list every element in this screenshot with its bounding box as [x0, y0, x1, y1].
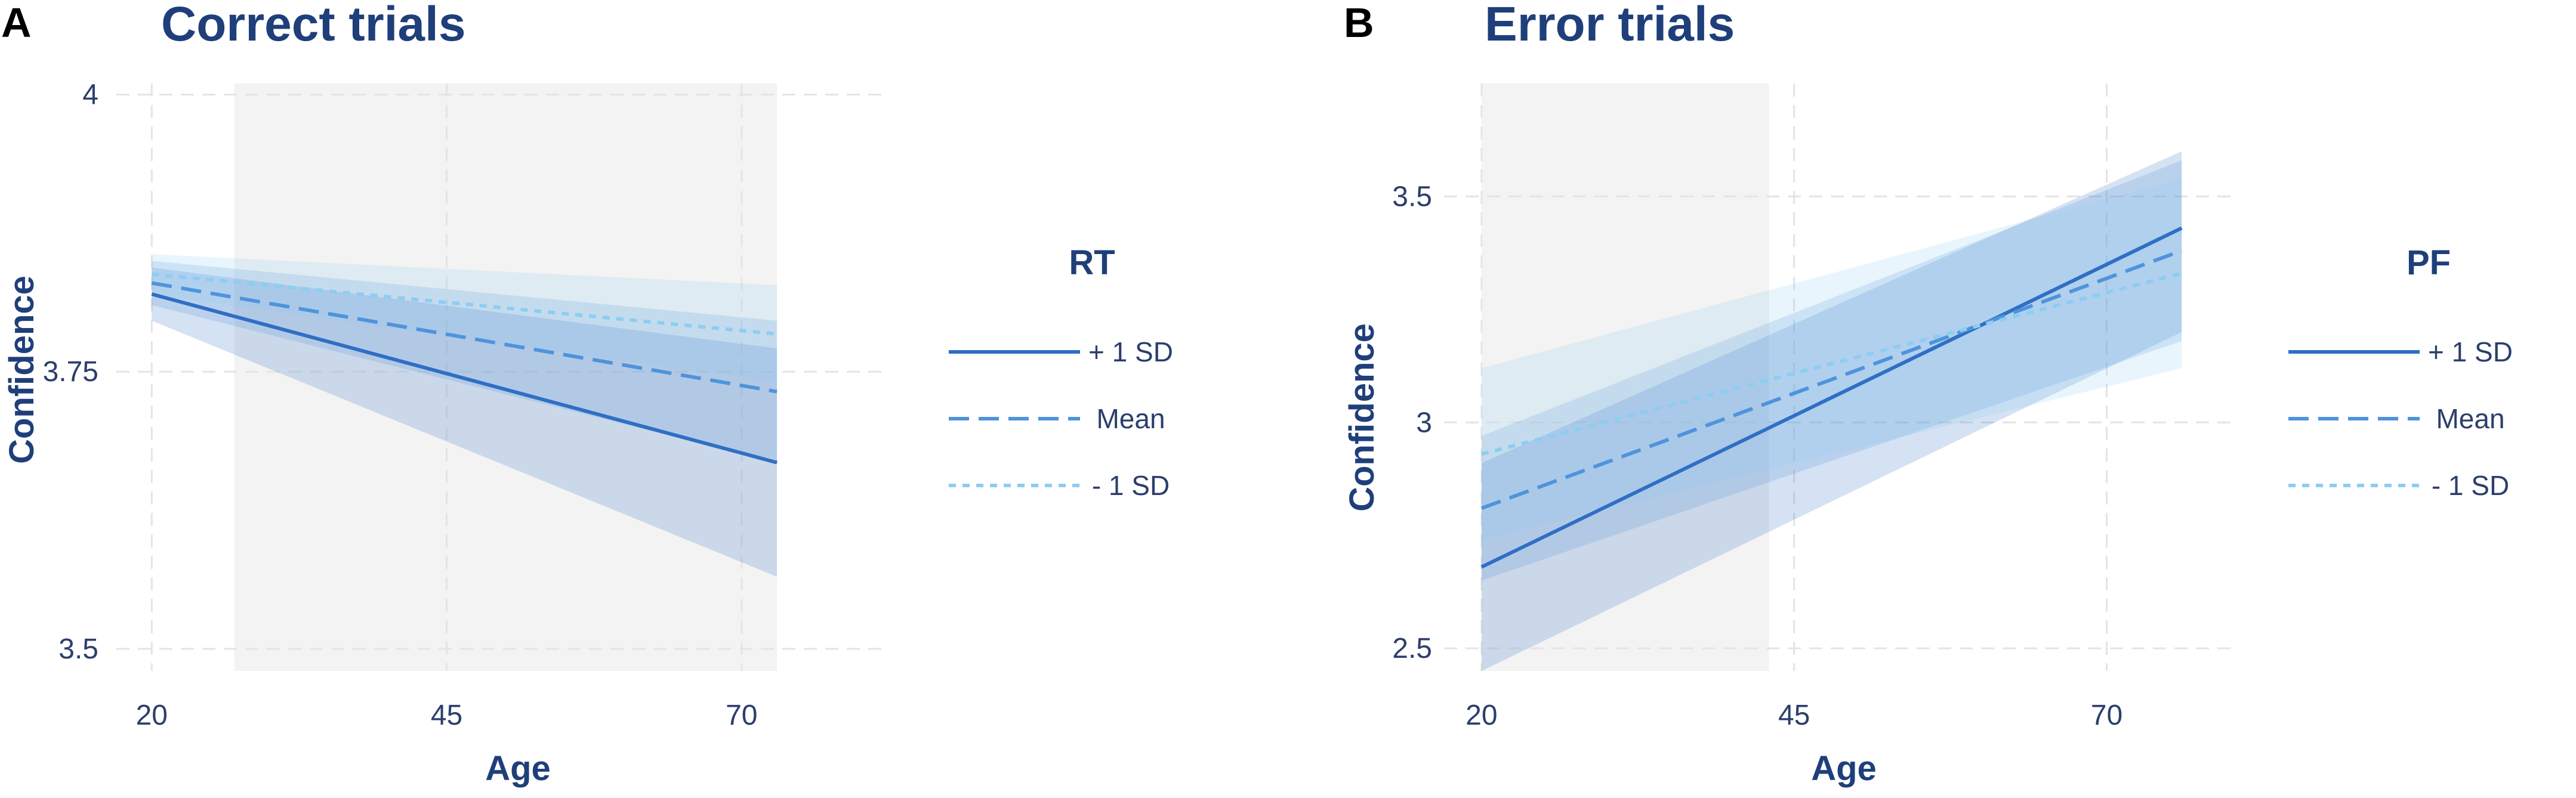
x-axis-label-a: Age	[485, 749, 551, 788]
x-axis-label-b: Age	[1811, 749, 1877, 788]
panel-b: B Error trials 20 45 70 2.5 3 3.5 Age Confide…	[1343, 0, 2513, 788]
legend-label-a-2: - 1 SD	[1092, 470, 1170, 501]
x-tick-label-b-0: 20	[1466, 700, 1497, 731]
legend-b: + 1 SD Mean - 1 SD	[2288, 336, 2513, 501]
plot-area-a: 20 45 70 3.5 3.75 4	[43, 79, 883, 731]
y-tick-label-a-0: 3.5	[58, 633, 98, 665]
ci-band-b-0	[1481, 151, 2182, 672]
chart-title-b: Error trials	[1485, 0, 1735, 51]
panel-a: A Correct trials 20 45 70 3.5 3.75 4 Age Conf…	[1, 0, 1173, 788]
x-tick-label-a-1: 45	[431, 700, 462, 731]
y-tick-label-a-2: 4	[82, 79, 98, 111]
y-axis-label-a: Confidence	[2, 276, 41, 464]
legend-label-b-2: - 1 SD	[2432, 470, 2509, 501]
ci-band-b-1	[1481, 160, 2182, 581]
legend-label-a-0: + 1 SD	[1088, 336, 1173, 367]
series-line-b-0	[1480, 226, 2183, 569]
y-tick-label-a-1: 3.75	[43, 356, 98, 388]
series-line-a-1	[151, 281, 778, 394]
series-line-b-2	[1481, 271, 2182, 456]
ci-band-a-0	[152, 267, 778, 577]
panel-label-b: B	[1344, 0, 1374, 46]
legend-label-a-1: Mean	[1096, 403, 1165, 434]
ci-band-a-2	[152, 254, 778, 383]
series-line-b-1	[1480, 249, 2183, 511]
chart-title-a: Correct trials	[161, 0, 465, 51]
series-line-a-0	[151, 292, 778, 465]
y-tick-label-b-1: 3	[1416, 407, 1432, 438]
y-axis-label-b: Confidence	[1343, 323, 1381, 512]
ci-band-b-2	[1481, 178, 2182, 540]
legend-title-a: RT	[1069, 243, 1115, 282]
y-tick-label-b-2: 3.5	[1392, 181, 1432, 212]
panel-label-a: A	[1, 0, 32, 46]
series-line-a-2	[152, 272, 778, 336]
x-tick-label-a-0: 20	[136, 700, 168, 731]
legend-label-b-1: Mean	[2436, 403, 2504, 434]
y-tick-label-b-0: 2.5	[1392, 633, 1432, 664]
highlight-band-b	[1481, 83, 1769, 671]
plot-area-b: 20 45 70 2.5 3 3.5	[1392, 83, 2232, 731]
x-tick-label-b-2: 70	[2091, 700, 2122, 731]
legend-label-b-0: + 1 SD	[2428, 336, 2513, 367]
x-tick-label-b-1: 45	[1778, 700, 1810, 731]
legend-a: + 1 SD Mean - 1 SD	[949, 336, 1173, 501]
x-tick-label-a-2: 70	[726, 700, 757, 731]
legend-title-b: PF	[2407, 243, 2451, 282]
